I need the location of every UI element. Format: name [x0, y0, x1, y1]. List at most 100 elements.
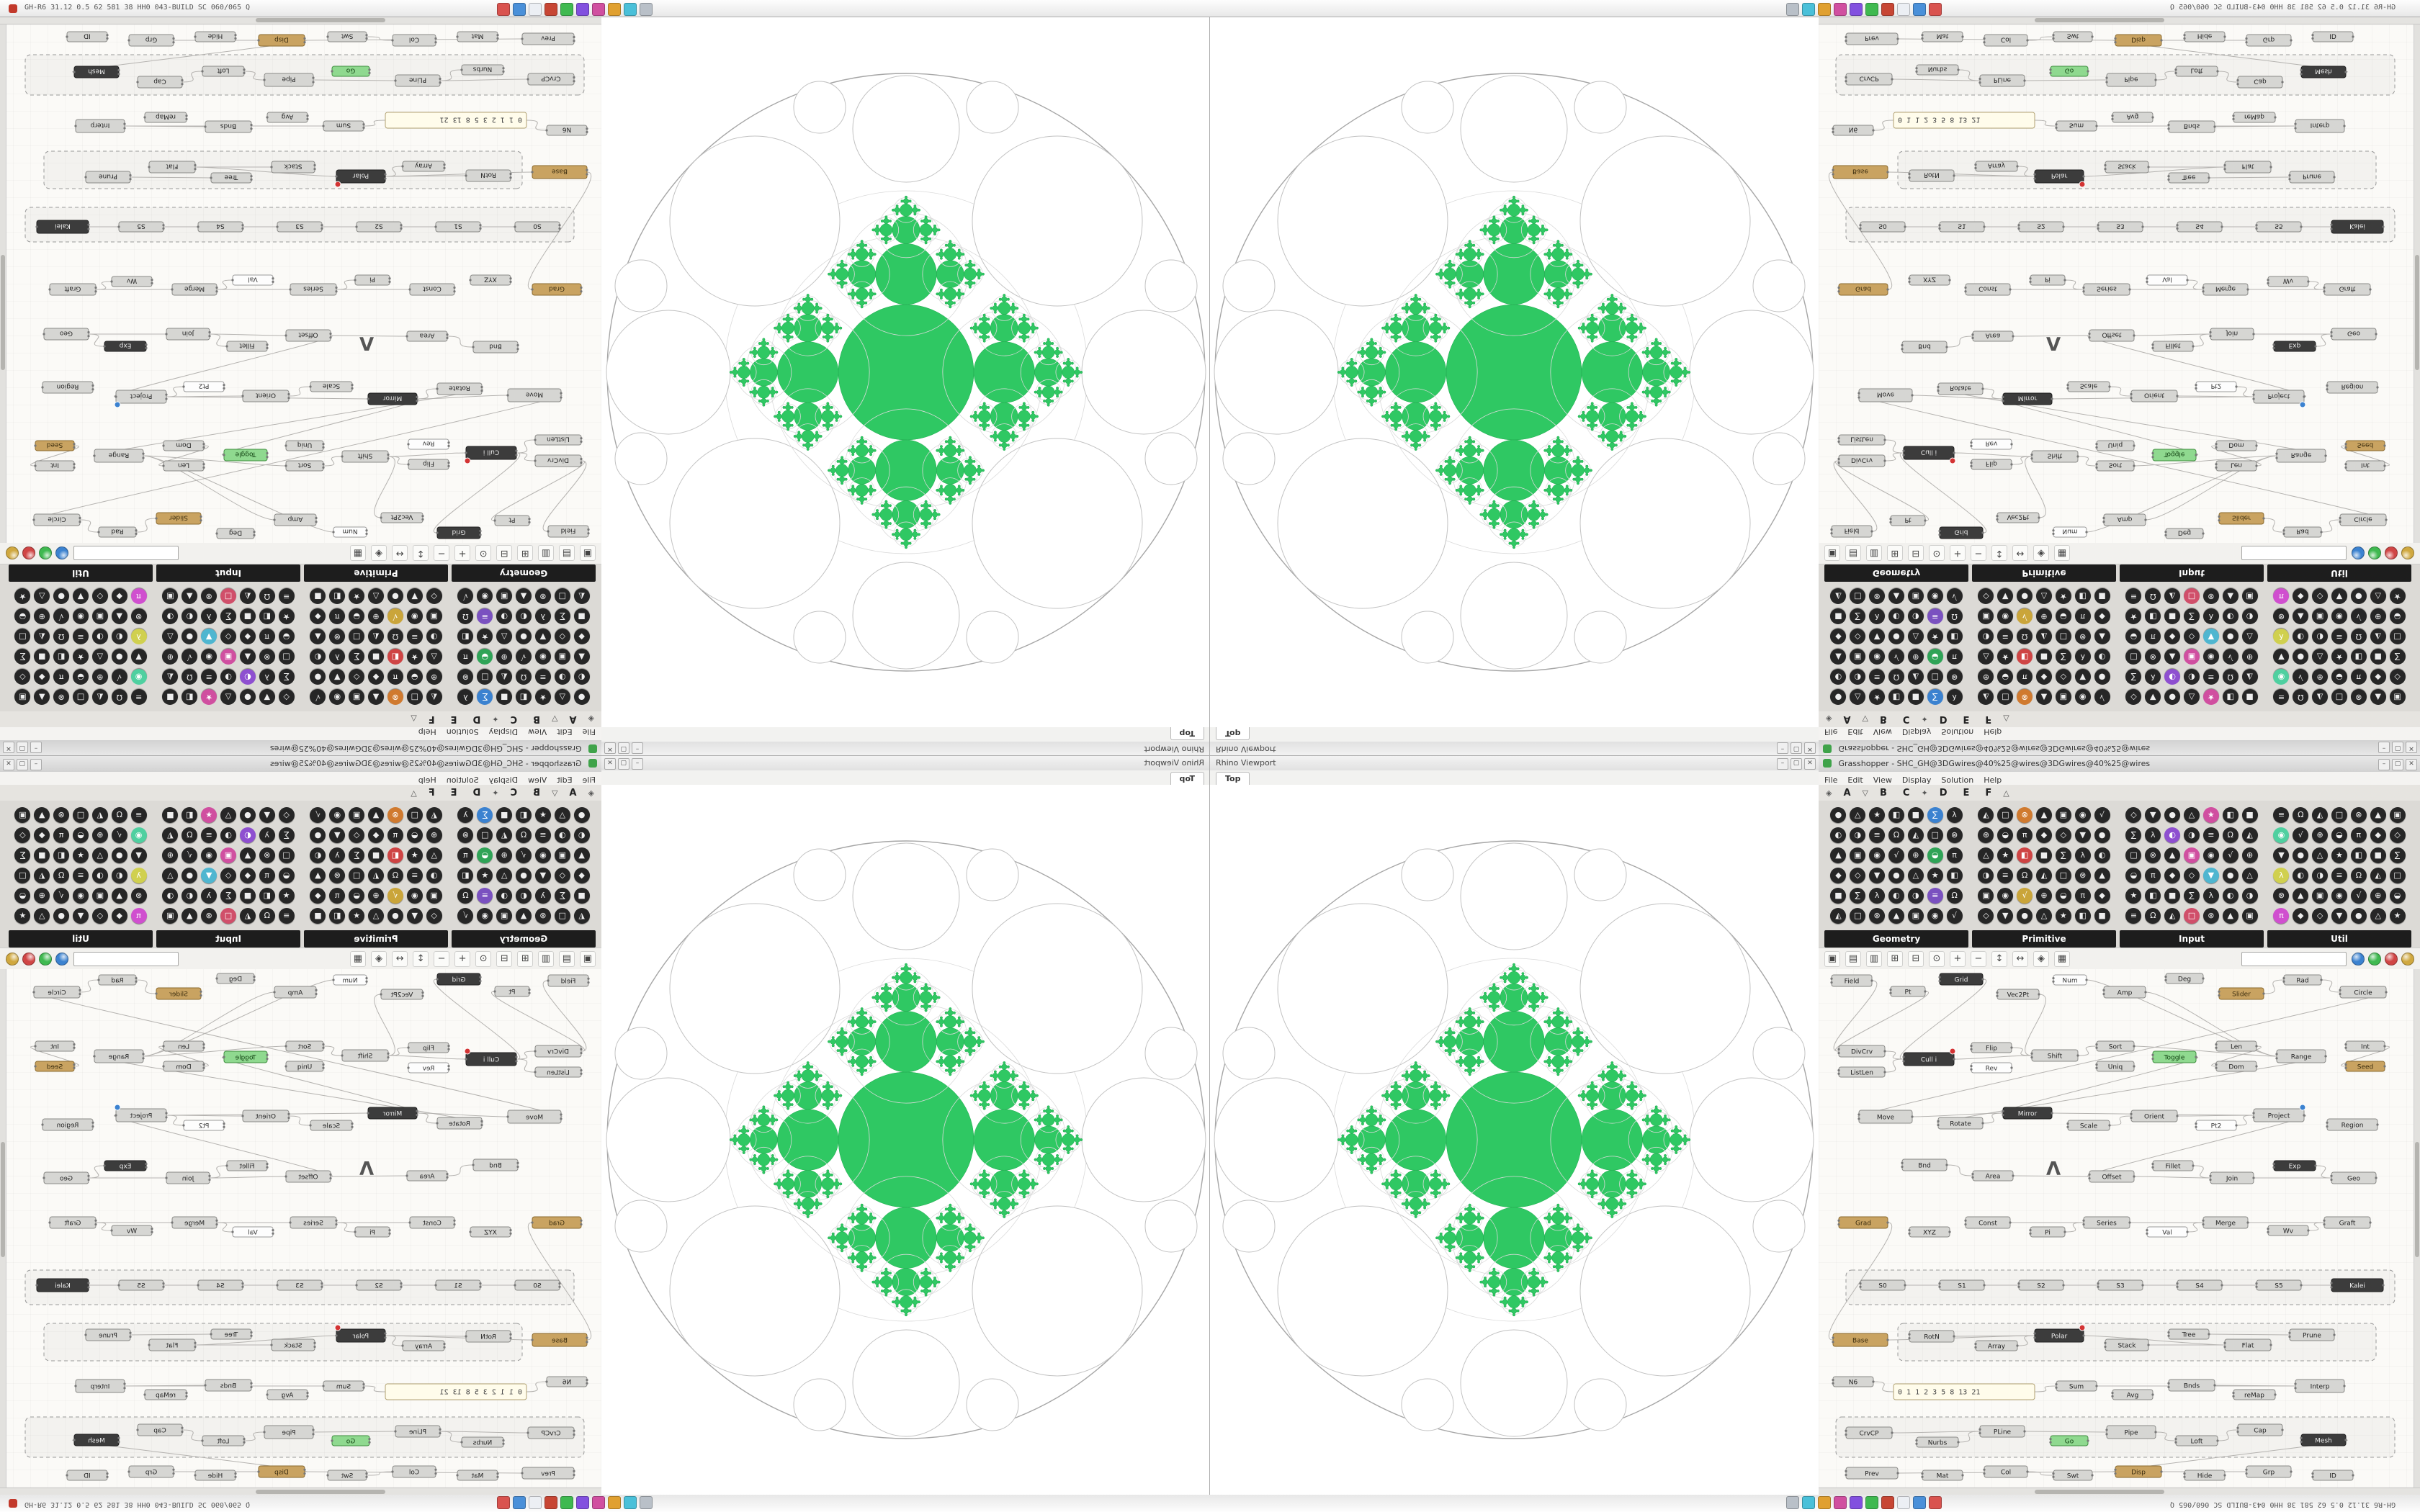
toolbar-icon-4[interactable]: ⊟ [1908, 545, 1924, 561]
component-icon[interactable]: ◆ [239, 868, 256, 883]
component-icon[interactable]: ◐ [2164, 827, 2181, 843]
component-icon[interactable]: ◇ [426, 908, 442, 924]
component-icon[interactable]: ● [53, 908, 70, 924]
component-icon[interactable]: △ [368, 588, 385, 604]
component-icon[interactable]: ● [2094, 669, 2110, 685]
component-icon[interactable]: ⊗ [259, 847, 275, 863]
component-icon[interactable]: ◇ [14, 669, 31, 685]
component-icon[interactable]: ■ [162, 807, 179, 823]
component-icon[interactable]: ◐ [310, 649, 326, 665]
component-icon[interactable]: ★ [477, 629, 493, 644]
maximize-button[interactable]: ▢ [2392, 742, 2403, 753]
component-icon[interactable]: ⊗ [130, 888, 147, 904]
category-tab-a[interactable]: A [1843, 714, 1851, 725]
gh-node[interactable]: Λ [359, 1158, 374, 1180]
component-icon[interactable]: ▣ [2055, 689, 2071, 705]
component-icon[interactable]: Ω [387, 629, 403, 644]
component-icon[interactable]: △ [2370, 908, 2386, 924]
viewport-tab-top[interactable]: Top [1216, 772, 1250, 785]
component-icon[interactable]: ◐ [182, 608, 198, 624]
category-tab-d[interactable]: D [472, 787, 481, 798]
component-icon[interactable]: ◉ [406, 608, 423, 624]
component-icon[interactable]: √ [1888, 649, 1904, 665]
component-icon[interactable]: ▼ [406, 588, 423, 604]
component-icon[interactable]: ◭ [2370, 629, 2386, 644]
component-icon[interactable]: □ [2125, 649, 2142, 665]
component-icon[interactable]: ★ [2389, 588, 2406, 604]
close-button[interactable]: ✕ [3, 759, 14, 770]
component-icon[interactable]: ⊗ [2273, 608, 2290, 624]
component-icon[interactable]: ◐ [573, 669, 590, 685]
component-icon[interactable]: ■ [34, 847, 50, 863]
component-icon[interactable]: π [2017, 669, 2033, 685]
component-icon[interactable]: ◇ [2183, 629, 2200, 644]
maximize-button[interactable]: ▢ [2392, 759, 2403, 770]
component-icon[interactable]: ◉ [2331, 888, 2347, 904]
component-icon[interactable]: ▼ [259, 807, 275, 823]
category-tab-icon[interactable]: ▽ [552, 714, 558, 724]
component-icon[interactable]: ■ [162, 689, 179, 705]
component-icon[interactable]: ◐ [516, 608, 532, 624]
component-icon[interactable]: ◭ [1830, 908, 1847, 924]
toolbar-icon-7[interactable]: − [1971, 951, 1986, 967]
component-icon[interactable]: □ [477, 669, 493, 685]
component-icon[interactable]: Ω [259, 588, 275, 604]
category-tab-f[interactable]: F [1985, 714, 1992, 725]
gh-node[interactable] [385, 1383, 527, 1400]
component-icon[interactable]: ■ [1907, 807, 1924, 823]
component-icon[interactable]: π [2350, 669, 2367, 685]
component-icon[interactable]: ⊗ [534, 908, 551, 924]
component-icon[interactable]: ▲ [2164, 649, 2181, 665]
component-icon[interactable]: ▼ [130, 847, 147, 863]
taskbar-app-icon-9[interactable] [1786, 1496, 1799, 1509]
component-icon[interactable]: ◭ [34, 629, 50, 644]
component-icon[interactable]: Ω [111, 807, 127, 823]
component-icon[interactable]: ★ [1997, 649, 2014, 665]
component-icon[interactable]: λ [1946, 689, 1963, 705]
component-icon[interactable]: ◑ [162, 888, 179, 904]
component-icon[interactable]: ≡ [278, 588, 295, 604]
component-icon[interactable]: ▲ [2035, 689, 2052, 705]
component-icon[interactable]: √ [2094, 807, 2110, 823]
menu-item-view[interactable]: View [1873, 775, 1892, 785]
category-tab-icon[interactable]: ▽ [1862, 714, 1868, 724]
component-icon[interactable]: ◉ [1927, 588, 1943, 604]
component-icon[interactable]: π [130, 588, 147, 604]
component-icon[interactable]: √ [387, 608, 403, 624]
component-icon[interactable]: ◒ [406, 827, 423, 843]
display-mode-ball-icon-0[interactable] [2352, 546, 2365, 559]
component-icon[interactable]: ◧ [2074, 588, 2091, 604]
taskbar-app-icon-6[interactable] [592, 3, 605, 16]
component-icon[interactable]: ◑ [91, 629, 108, 644]
palette-group-label[interactable]: Primitive [304, 564, 448, 582]
component-icon[interactable]: ◒ [349, 888, 365, 904]
taskbar-app-icon-6[interactable] [1834, 1496, 1847, 1509]
component-icon[interactable]: ⊗ [534, 588, 551, 604]
component-icon[interactable]: ◭ [162, 669, 179, 685]
component-icon[interactable]: √ [310, 807, 326, 823]
component-icon[interactable]: ★ [201, 689, 218, 705]
toolbar-icon-5[interactable]: ⊙ [1929, 545, 1945, 561]
category-tab-c[interactable]: C [1902, 787, 1910, 798]
component-icon[interactable]: ≡ [1927, 888, 1943, 904]
component-icon[interactable]: ⊕ [91, 827, 108, 843]
component-icon[interactable]: ◒ [73, 669, 89, 685]
component-icon[interactable]: ★ [2331, 649, 2347, 665]
component-icon[interactable]: π [53, 827, 70, 843]
component-icon[interactable]: ≡ [534, 669, 551, 685]
component-icon[interactable]: Ω [182, 669, 198, 685]
component-icon[interactable]: ≡ [406, 629, 423, 644]
minimize-button[interactable]: – [632, 758, 643, 770]
component-icon[interactable]: ◐ [2094, 649, 2110, 665]
component-icon[interactable]: √ [2017, 888, 2033, 904]
component-icon[interactable]: λ [201, 888, 218, 904]
component-icon[interactable]: ▼ [259, 689, 275, 705]
toolbar-icon-2[interactable]: ▥ [1866, 951, 1882, 967]
component-icon[interactable]: ◧ [2074, 908, 2091, 924]
toolbar-icon-10[interactable]: ◈ [2033, 951, 2049, 967]
component-icon[interactable]: ⊗ [2017, 807, 2033, 823]
component-icon[interactable]: ▲ [310, 629, 326, 644]
component-icon[interactable]: ⊗ [387, 689, 403, 705]
component-icon[interactable]: ◉ [477, 908, 493, 924]
palette-group-label[interactable]: Util [9, 564, 153, 582]
